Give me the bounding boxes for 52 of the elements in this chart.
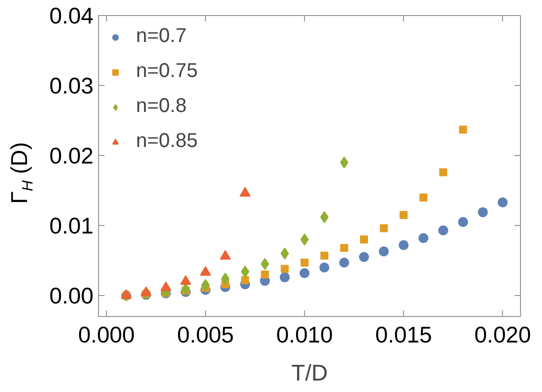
point — [438, 225, 448, 236]
x-axis-title: T/D — [291, 360, 328, 386]
point — [439, 168, 448, 176]
point — [201, 279, 210, 291]
x-tick-label: 0.015 — [375, 322, 432, 348]
point — [300, 268, 310, 278]
point — [458, 217, 468, 227]
point — [340, 244, 348, 252]
point — [300, 234, 309, 246]
x-tick-label: 0.005 — [177, 322, 234, 348]
point — [358, 252, 369, 262]
point — [140, 286, 152, 296]
x-tick-label: 0.020 — [474, 322, 532, 348]
point — [240, 187, 251, 197]
point — [398, 240, 409, 250]
x-tick-label: 0.000 — [78, 322, 135, 348]
point — [419, 194, 428, 202]
point — [280, 264, 289, 273]
point — [300, 258, 309, 267]
y-tick-label: 0.02 — [49, 142, 94, 168]
point — [478, 207, 488, 218]
point — [241, 276, 250, 284]
point — [380, 224, 388, 232]
point — [339, 258, 350, 268]
y-tick-label: 0.03 — [49, 72, 94, 98]
point — [220, 250, 231, 260]
point — [400, 211, 408, 219]
point — [459, 126, 468, 134]
point — [360, 236, 368, 244]
point — [260, 258, 270, 270]
legend-label: n=0.85 — [136, 130, 198, 153]
y-tick-label: 0.00 — [49, 282, 94, 308]
point — [378, 246, 389, 256]
legend-label: n=0.75 — [136, 60, 198, 83]
point — [320, 252, 328, 260]
point — [498, 197, 508, 208]
point — [280, 272, 290, 282]
y-tick-label: 0.04 — [49, 2, 94, 28]
legend-label: n=0.7 — [136, 25, 187, 48]
x-tick-label: 0.010 — [276, 322, 333, 348]
point — [180, 275, 192, 285]
point — [340, 156, 348, 168]
y-tick-label: 0.01 — [49, 212, 94, 238]
point — [160, 282, 172, 292]
point — [280, 248, 289, 260]
point — [319, 262, 330, 272]
point — [260, 270, 269, 278]
point — [418, 233, 428, 244]
point — [200, 266, 211, 276]
point — [320, 211, 329, 224]
point — [240, 266, 250, 278]
legend-label: n=0.8 — [136, 95, 187, 118]
